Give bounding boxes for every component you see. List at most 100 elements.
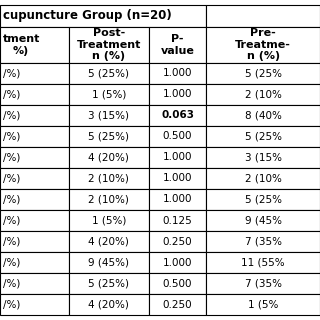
Text: 1.000: 1.000 — [163, 68, 192, 78]
Text: 2 (10%: 2 (10% — [245, 173, 282, 183]
Bar — [149, 273, 206, 294]
Bar — [69, 27, 149, 63]
Text: /%): /%) — [3, 152, 20, 162]
Text: /%): /%) — [3, 195, 20, 204]
Bar — [0, 168, 69, 189]
Text: 2 (10%): 2 (10%) — [88, 173, 129, 183]
Bar — [69, 252, 149, 273]
Bar — [0, 147, 69, 168]
Bar — [69, 105, 149, 126]
Text: 2 (10%): 2 (10%) — [88, 195, 129, 204]
Bar — [149, 189, 206, 210]
Bar — [149, 147, 206, 168]
Text: /%): /%) — [3, 279, 20, 289]
Bar — [0, 105, 69, 126]
Bar — [69, 147, 149, 168]
Bar — [206, 126, 320, 147]
Text: 4 (20%): 4 (20%) — [88, 236, 129, 246]
Text: 5 (25%: 5 (25% — [245, 195, 282, 204]
Bar — [149, 168, 206, 189]
Bar — [206, 5, 320, 27]
Bar — [149, 27, 206, 63]
Text: 5 (25%): 5 (25%) — [88, 131, 129, 141]
Text: /%): /%) — [3, 89, 20, 99]
Bar — [206, 84, 320, 105]
Bar — [69, 210, 149, 231]
Text: 5 (25%: 5 (25% — [245, 131, 282, 141]
Bar — [206, 294, 320, 315]
Text: 1.000: 1.000 — [163, 258, 192, 268]
Bar — [0, 273, 69, 294]
Text: 1.000: 1.000 — [163, 89, 192, 99]
Bar — [69, 84, 149, 105]
Bar — [206, 252, 320, 273]
Bar — [69, 63, 149, 84]
Bar — [69, 294, 149, 315]
Text: 1 (5%: 1 (5% — [248, 300, 278, 310]
Text: 8 (40%: 8 (40% — [245, 110, 282, 120]
Bar — [206, 231, 320, 252]
Text: 1.000: 1.000 — [163, 195, 192, 204]
Bar — [149, 294, 206, 315]
Text: 7 (35%: 7 (35% — [245, 279, 282, 289]
Text: Post-
Treatment
n (%): Post- Treatment n (%) — [76, 28, 141, 61]
Text: /%): /%) — [3, 110, 20, 120]
Bar — [0, 5, 206, 27]
Text: 1.000: 1.000 — [163, 173, 192, 183]
Text: /%): /%) — [3, 173, 20, 183]
Text: 9 (45%: 9 (45% — [245, 215, 282, 226]
Bar — [149, 84, 206, 105]
Bar — [0, 210, 69, 231]
Text: 1 (5%): 1 (5%) — [92, 89, 126, 99]
Bar — [0, 63, 69, 84]
Text: 0.500: 0.500 — [163, 279, 192, 289]
Bar — [206, 210, 320, 231]
Text: 0.500: 0.500 — [163, 131, 192, 141]
Bar — [206, 63, 320, 84]
Bar — [0, 84, 69, 105]
Bar — [0, 231, 69, 252]
Bar — [149, 252, 206, 273]
Text: cupuncture Group (n=20): cupuncture Group (n=20) — [3, 9, 171, 22]
Text: 7 (35%: 7 (35% — [245, 236, 282, 246]
Text: 4 (20%): 4 (20%) — [88, 300, 129, 310]
Text: 9 (45%): 9 (45%) — [88, 258, 129, 268]
Text: 3 (15%: 3 (15% — [245, 152, 282, 162]
Text: P-
value: P- value — [161, 34, 195, 56]
Bar — [69, 273, 149, 294]
Text: 0.250: 0.250 — [163, 300, 192, 310]
Bar — [69, 168, 149, 189]
Bar — [0, 126, 69, 147]
Text: /%): /%) — [3, 215, 20, 226]
Text: 2 (10%: 2 (10% — [245, 89, 282, 99]
Bar — [0, 294, 69, 315]
Bar — [206, 105, 320, 126]
Bar — [0, 252, 69, 273]
Text: 3 (15%): 3 (15%) — [88, 110, 129, 120]
Bar — [149, 231, 206, 252]
Bar — [149, 63, 206, 84]
Bar — [206, 273, 320, 294]
Text: 5 (25%): 5 (25%) — [88, 68, 129, 78]
Bar — [149, 105, 206, 126]
Bar — [206, 27, 320, 63]
Text: 5 (25%): 5 (25%) — [88, 279, 129, 289]
Text: /%): /%) — [3, 300, 20, 310]
Bar — [149, 210, 206, 231]
Bar — [0, 27, 69, 63]
Bar — [69, 189, 149, 210]
Bar — [206, 189, 320, 210]
Bar — [69, 231, 149, 252]
Text: /%): /%) — [3, 236, 20, 246]
Text: 11 (55%: 11 (55% — [241, 258, 285, 268]
Text: Pre-
Treatme-
n (%): Pre- Treatme- n (%) — [235, 28, 291, 61]
Bar — [149, 126, 206, 147]
Bar — [206, 168, 320, 189]
Text: tment
%): tment %) — [3, 34, 40, 56]
Text: 0.063: 0.063 — [161, 110, 194, 120]
Text: 0.125: 0.125 — [163, 215, 192, 226]
Text: 0.250: 0.250 — [163, 236, 192, 246]
Bar — [0, 189, 69, 210]
Text: /%): /%) — [3, 258, 20, 268]
Text: 1.000: 1.000 — [163, 152, 192, 162]
